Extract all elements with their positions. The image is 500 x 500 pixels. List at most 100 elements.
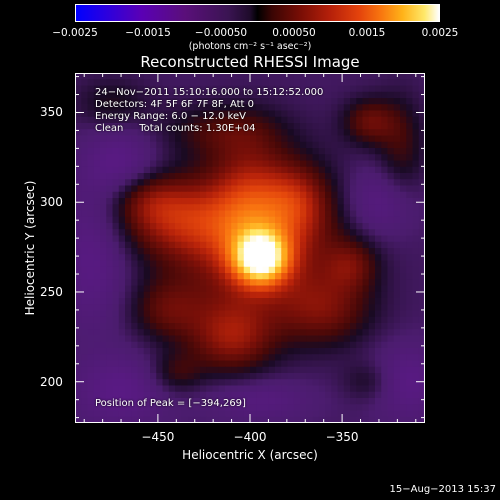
heatmap-cell xyxy=(375,179,382,187)
heatmap-cell xyxy=(318,266,326,274)
heatmap-cell xyxy=(337,154,345,162)
heatmap-cell xyxy=(181,229,189,237)
heatmap-cell xyxy=(131,98,139,105)
heatmap-cell xyxy=(331,166,339,174)
heatmap-cell xyxy=(137,398,145,405)
heatmap-cell xyxy=(362,116,370,124)
heatmap-cell xyxy=(418,216,425,224)
heatmap-cell xyxy=(362,73,370,80)
heatmap-cell xyxy=(150,123,157,130)
heatmap-cell xyxy=(400,329,407,337)
heatmap-cell xyxy=(337,98,345,105)
heatmap-cell xyxy=(225,298,232,305)
heatmap-cell xyxy=(100,210,107,218)
heatmap-cell xyxy=(137,310,145,318)
heatmap-cell xyxy=(275,373,282,380)
info-detectors: Detectors: 4F 5F 6F 7F 8F, Att 0 xyxy=(95,99,255,110)
heatmap-cell xyxy=(412,216,420,224)
heatmap-cell xyxy=(106,329,114,337)
heatmap-cell xyxy=(262,360,270,368)
heatmap-cell xyxy=(181,335,189,343)
heatmap-cell xyxy=(193,341,201,349)
heatmap-cell xyxy=(150,416,157,423)
heatmap-cell xyxy=(287,154,295,162)
heatmap-cell xyxy=(293,210,301,218)
heatmap-cell xyxy=(243,366,251,374)
heatmap-cell xyxy=(218,166,226,174)
heatmap-cell xyxy=(100,223,107,230)
heatmap-cell xyxy=(418,129,425,137)
heatmap-cell xyxy=(112,323,120,330)
heatmap-cell xyxy=(243,379,251,387)
heatmap-cell xyxy=(168,91,176,99)
heatmap-cell xyxy=(368,223,376,230)
heatmap-cell xyxy=(206,216,214,224)
heatmap-cell xyxy=(293,354,301,362)
heatmap-cell xyxy=(162,135,170,143)
heatmap-cell xyxy=(150,116,157,124)
heatmap-cell xyxy=(237,379,245,387)
heatmap-cell xyxy=(118,123,126,130)
heatmap-cell xyxy=(100,173,107,180)
heatmap-cell xyxy=(300,273,307,280)
heatmap-cell xyxy=(81,198,89,205)
heatmap-cell xyxy=(256,229,264,237)
heatmap-cell xyxy=(325,354,332,362)
heatmap-cell xyxy=(250,335,257,343)
heatmap-cell xyxy=(243,329,251,337)
heatmap-cell xyxy=(162,198,170,205)
heatmap-cell xyxy=(225,229,232,237)
heatmap-cell xyxy=(162,154,170,162)
heatmap-cell xyxy=(212,148,220,155)
heatmap-cell xyxy=(93,148,101,155)
heatmap-cell xyxy=(168,79,176,87)
heatmap-cell xyxy=(200,104,207,112)
heatmap-cell xyxy=(206,98,214,105)
heatmap-cell xyxy=(187,179,195,187)
heatmap-cell xyxy=(243,104,251,112)
heatmap-cell xyxy=(412,285,420,293)
heatmap-cell xyxy=(387,298,395,305)
heatmap-cell xyxy=(381,366,389,374)
heatmap-cell xyxy=(187,404,195,412)
heatmap-cell xyxy=(193,379,201,387)
heatmap-cell xyxy=(331,291,339,299)
heatmap-cell xyxy=(81,304,89,312)
heatmap-cell xyxy=(400,129,407,137)
heatmap-cell xyxy=(87,229,95,237)
heatmap-cell xyxy=(368,310,376,318)
heatmap-cell xyxy=(112,304,120,312)
heatmap-cell xyxy=(318,373,326,380)
heatmap-cell xyxy=(225,223,232,230)
heatmap-cell xyxy=(400,298,407,305)
heatmap-cell xyxy=(131,291,139,299)
heatmap-cell xyxy=(293,291,301,299)
heatmap-cell xyxy=(231,391,239,399)
heatmap-cell xyxy=(125,310,132,318)
heatmap-cell xyxy=(75,410,82,418)
heatmap-cell xyxy=(162,391,170,399)
heatmap-cell xyxy=(256,398,264,405)
heatmap-cell xyxy=(250,160,257,168)
heatmap-cell xyxy=(368,98,376,105)
heatmap-cell xyxy=(356,304,364,312)
heatmap-cell xyxy=(168,129,176,137)
heatmap-cell xyxy=(181,310,189,318)
heatmap-cell xyxy=(287,160,295,168)
heatmap-cell xyxy=(268,285,276,293)
heatmap-cell xyxy=(356,110,364,118)
heatmap-cell xyxy=(181,154,189,162)
heatmap-cell xyxy=(375,373,382,380)
heatmap-cell xyxy=(106,85,114,93)
heatmap-cell xyxy=(181,79,189,87)
heatmap-cell xyxy=(337,85,345,93)
heatmap-cell xyxy=(243,360,251,368)
heatmap-cell xyxy=(362,329,370,337)
heatmap-cell xyxy=(237,116,245,124)
heatmap-cell xyxy=(156,385,164,393)
heatmap-cell xyxy=(106,73,114,80)
heatmap-cell xyxy=(150,379,157,387)
heatmap-cell xyxy=(356,373,364,380)
heatmap-cell xyxy=(262,391,270,399)
heatmap-cell xyxy=(231,185,239,193)
